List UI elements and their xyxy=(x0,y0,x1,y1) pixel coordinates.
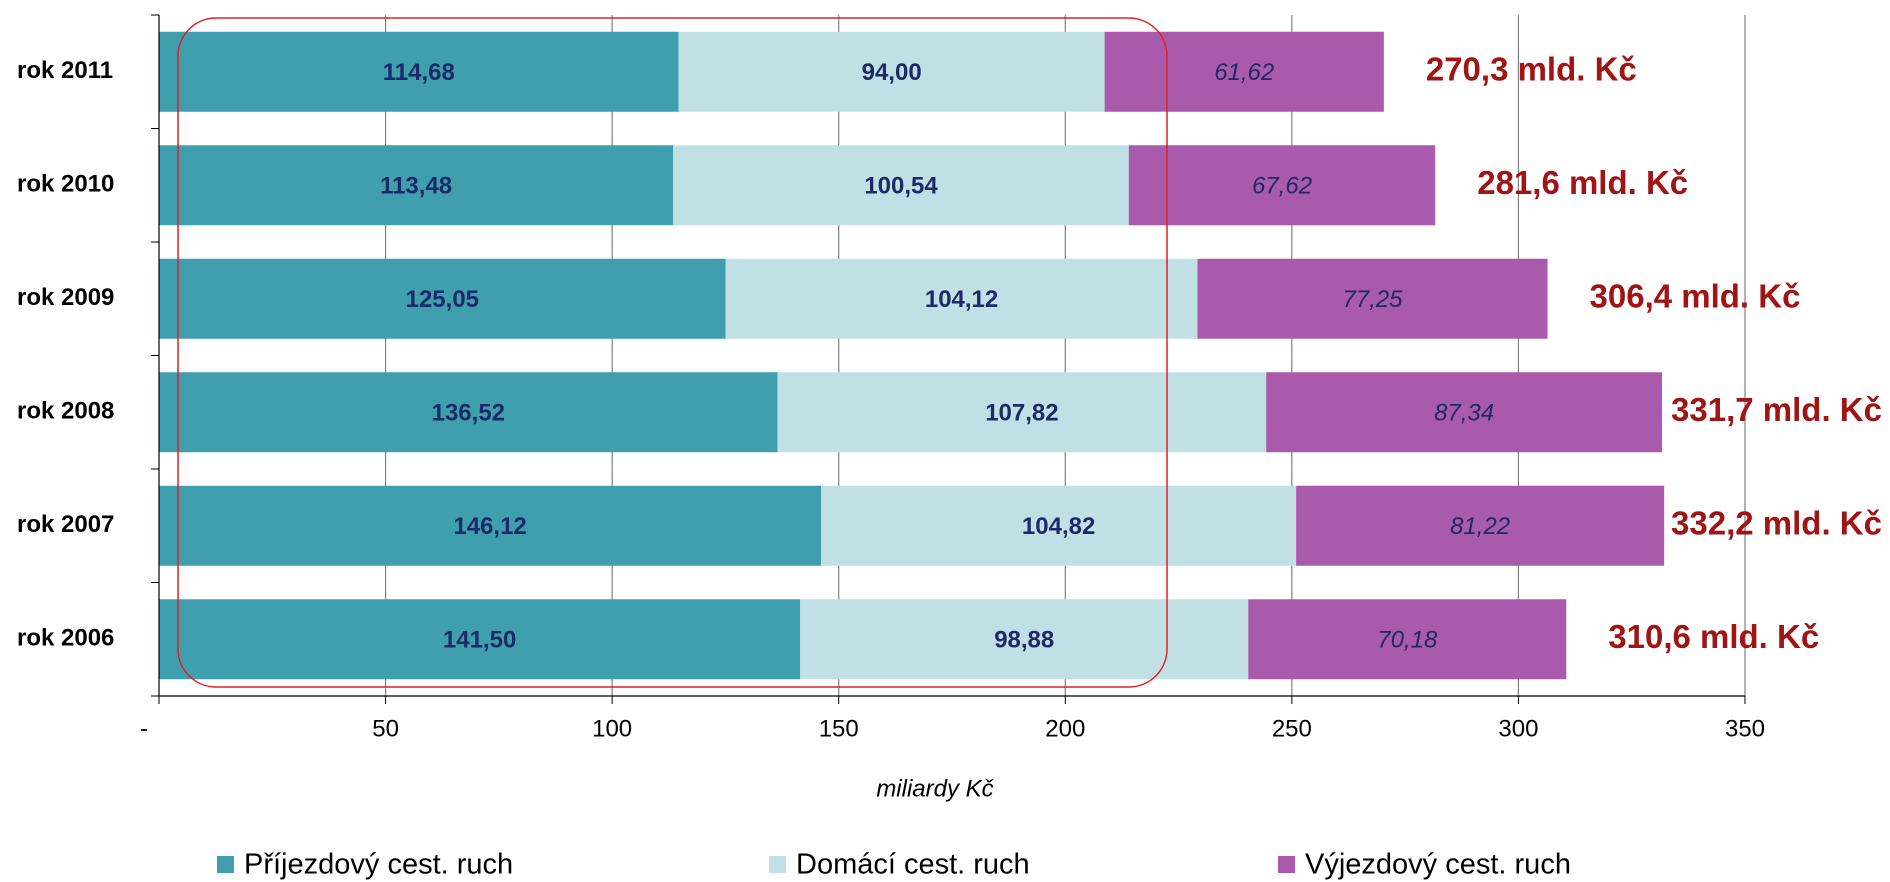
bar-segment xyxy=(159,258,726,339)
data-label: 61,62 xyxy=(1214,59,1274,86)
bar-segment xyxy=(1197,258,1548,339)
bar-segment xyxy=(1248,599,1567,680)
x-tick-label: 50 xyxy=(372,715,399,742)
bar-segment xyxy=(1266,372,1662,453)
legend-swatch xyxy=(769,856,786,873)
bar-segment xyxy=(1128,145,1436,226)
bar-segment xyxy=(1104,31,1384,112)
legend-swatch xyxy=(217,856,234,873)
y-tick-label: rok 2008 xyxy=(17,398,114,425)
bar-segment xyxy=(1296,485,1665,566)
total-label: 332,2 mld. Kč xyxy=(1671,504,1882,541)
y-tick-label: rok 2011 xyxy=(17,57,113,84)
bar-segment xyxy=(678,31,1105,112)
data-label: 114,68 xyxy=(383,59,455,86)
x-tick-label: 250 xyxy=(1272,715,1312,742)
data-label: 67,62 xyxy=(1252,173,1312,200)
bar-segment xyxy=(159,485,822,566)
total-label: 310,6 mld. Kč xyxy=(1608,618,1819,655)
data-label: 100,54 xyxy=(864,173,938,200)
highlight-frame xyxy=(177,17,1168,688)
y-tick-label: rok 2010 xyxy=(17,171,114,198)
bar-segment xyxy=(800,599,1249,680)
bar-segment xyxy=(821,485,1297,566)
data-label: 98,88 xyxy=(994,627,1054,654)
legend-label: Výjezdový cest. ruch xyxy=(1305,849,1571,881)
bar-segment xyxy=(159,372,778,453)
data-label: 87,34 xyxy=(1434,400,1494,427)
x-tick-label: 200 xyxy=(1045,715,1085,742)
bar-segment xyxy=(159,145,674,226)
data-label: 77,25 xyxy=(1342,286,1403,313)
total-label: 306,4 mld. Kč xyxy=(1590,277,1801,314)
y-tick-label: rok 2006 xyxy=(17,625,114,652)
x-tick-label: 350 xyxy=(1725,715,1765,742)
total-label: 270,3 mld. Kč xyxy=(1426,50,1637,87)
bar-segment xyxy=(673,145,1129,226)
bars xyxy=(159,31,1665,680)
data-label: 81,22 xyxy=(1450,513,1510,540)
bar-segment xyxy=(159,31,679,112)
data-label: 136,52 xyxy=(432,400,505,427)
legend-swatch xyxy=(1278,856,1295,873)
x-tick-label: - xyxy=(140,715,148,742)
x-axis-label: miliardy Kč xyxy=(876,775,993,802)
total-label: 281,6 mld. Kč xyxy=(1477,164,1688,201)
x-tick-label: 100 xyxy=(592,715,632,742)
x-tick-label: 150 xyxy=(819,715,859,742)
bar-segment xyxy=(159,599,801,680)
data-label: 141,50 xyxy=(443,627,516,654)
data-label: 125,05 xyxy=(406,286,479,313)
grid xyxy=(158,15,1746,704)
data-label: 146,12 xyxy=(453,513,526,540)
y-tick-label: rok 2007 xyxy=(17,511,114,538)
data-label: 113,48 xyxy=(380,173,452,200)
data-label: 104,82 xyxy=(1022,513,1095,540)
bar-segment xyxy=(777,372,1267,453)
x-tick-label: 300 xyxy=(1498,715,1538,742)
data-label: 104,12 xyxy=(925,286,998,313)
y-tick-label: rok 2009 xyxy=(17,284,114,311)
legend-label: Domácí cest. ruch xyxy=(796,849,1030,881)
data-label: 107,82 xyxy=(985,400,1058,427)
legend-label: Příjezdový cest. ruch xyxy=(244,849,513,881)
data-label: 70,18 xyxy=(1377,627,1438,654)
data-label: 94,00 xyxy=(862,59,922,86)
total-label: 331,7 mld. Kč xyxy=(1671,391,1882,428)
bar-segment xyxy=(725,258,1198,339)
